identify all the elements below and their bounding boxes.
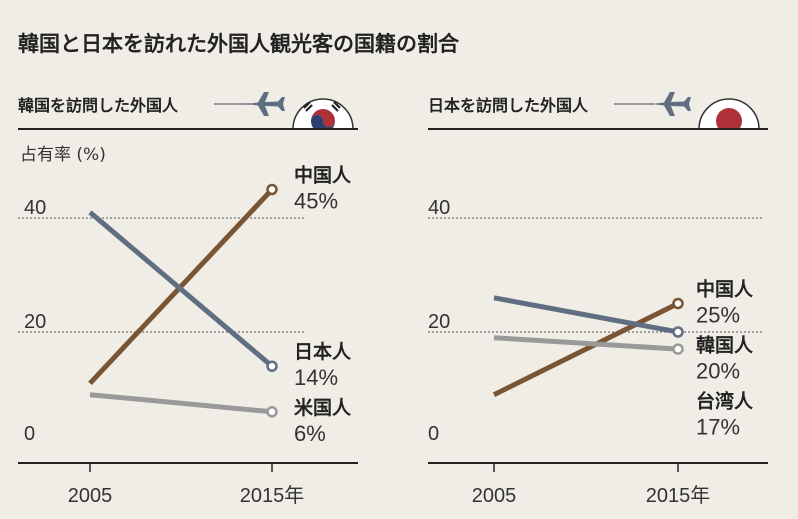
- x-tick-label: 2015年: [646, 484, 711, 507]
- panel-title: 日本を訪問した外国人: [428, 96, 589, 115]
- y-tick-label: 40: [24, 197, 46, 219]
- y-tick-label: 0: [24, 423, 35, 445]
- bottom-rule: [428, 462, 768, 464]
- series-name-label: 韓国人: [696, 334, 754, 357]
- series-line: [492, 301, 680, 397]
- series-name-label: 中国人: [294, 164, 352, 187]
- x-tick-label: 2005: [68, 485, 113, 507]
- end-point-marker: [266, 183, 278, 196]
- panel-title: 韓国を訪問した外国人: [18, 96, 179, 115]
- end-point-marker: [266, 406, 278, 418]
- airplane-icon: [246, 92, 285, 116]
- data-value-label: 25%: [696, 303, 740, 328]
- series-name-label: 台湾人: [696, 390, 754, 413]
- series-name-label: 中国人: [696, 278, 754, 301]
- series-name-label: 米国人: [294, 396, 352, 419]
- end-point-marker: [672, 297, 684, 310]
- header-rule: [18, 128, 358, 130]
- series-line: [89, 392, 273, 415]
- panel-header: 日本を訪問した外国人: [428, 78, 788, 130]
- header-rule: [428, 128, 768, 130]
- korea-visitors-panel: 韓国を訪問した外国人 占有率 (%) 0 20 40 2005 2015年 中国人 45% 日…: [18, 78, 378, 519]
- series-line: [493, 295, 679, 335]
- end-point-marker: [266, 360, 278, 372]
- y-tick-label: 0: [428, 423, 439, 445]
- series-name-label: 日本人: [294, 340, 352, 363]
- bottom-rule: [18, 462, 358, 464]
- y-tick-label: 40: [428, 197, 450, 219]
- japan-flag-icon: [698, 98, 760, 129]
- x-tick-label: 2015年: [240, 484, 305, 507]
- x-tick-label: 2005: [472, 485, 517, 507]
- y-tick-label: 20: [24, 311, 46, 333]
- arrow-line: [214, 103, 250, 105]
- main-title: 韓国と日本を訪れた外国人観光客の国籍の割合: [18, 32, 459, 56]
- arrow-line: [614, 103, 654, 105]
- data-value-label: 20%: [696, 359, 740, 384]
- south-korea-flag-icon: [292, 98, 354, 129]
- airplane-icon: [652, 92, 691, 116]
- data-value-label: 6%: [294, 421, 326, 446]
- data-value-label: 14%: [294, 365, 338, 390]
- end-point-marker: [672, 326, 684, 338]
- y-tick-label: 20: [428, 311, 450, 333]
- data-value-label: 45%: [294, 189, 338, 214]
- y-axis-unit-label: 占有率 (%): [20, 145, 106, 165]
- end-point-marker: [672, 343, 684, 355]
- panel-header: 韓国を訪問した外国人: [18, 78, 378, 130]
- data-value-label: 17%: [696, 415, 740, 440]
- series-line: [493, 335, 679, 352]
- japan-visitors-panel: 日本を訪問した外国人 0 20 40 2005 2015年 中国人 25% 韓国人 20% 台湾人…: [428, 78, 788, 519]
- series-line: [88, 210, 274, 369]
